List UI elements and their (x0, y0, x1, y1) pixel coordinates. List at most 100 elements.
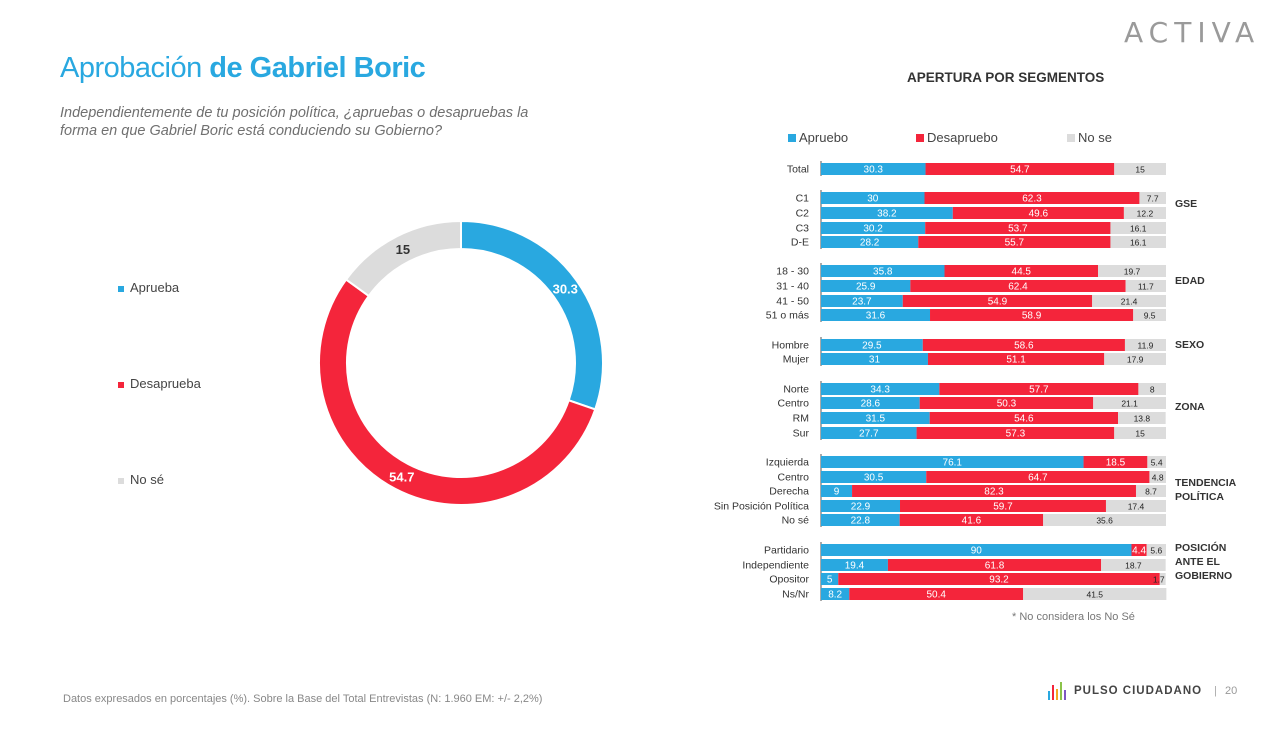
bar-value-label: 17.4 (1128, 502, 1145, 512)
bar-segment-desaprueba (1131, 544, 1147, 556)
row-label: Norte (783, 384, 809, 396)
survey-question: Independientemente de tu posición políti… (60, 105, 529, 139)
legend-label-apruebo: Apruebo (799, 130, 849, 145)
bar-segment-aprueba (821, 383, 940, 395)
activa-logo: ACTIVA (1124, 16, 1261, 49)
row-label: Total (787, 164, 809, 176)
bar-value-label: 15 (1135, 429, 1145, 439)
bar-segment-nose (1110, 222, 1166, 234)
group-label: POSICIÓN (1175, 541, 1226, 554)
bar-segment-aprueba (821, 295, 903, 307)
bar-value-label: 57.7 (1029, 385, 1049, 396)
bar-value-label: 38.2 (877, 209, 897, 220)
group-label: SEXO (1175, 339, 1204, 351)
bar-segment-aprueba (821, 485, 853, 497)
bar-value-label: 18.5 (1106, 458, 1126, 469)
bar-segment-aprueba (821, 163, 926, 175)
bar-value-label: 54.7 (1010, 165, 1030, 176)
bar-value-label: 35.6 (1096, 516, 1113, 526)
bar-segment-nose (1023, 588, 1167, 600)
bar-segment-desaprueba (1083, 456, 1148, 468)
bar-segment-nose (1092, 295, 1166, 307)
bar-segment-aprueba (821, 471, 927, 483)
row-label: RM (793, 413, 809, 425)
bar-value-label: 23.7 (852, 297, 872, 308)
row-label: Ns/Nr (782, 589, 809, 601)
bar-segment-aprueba (821, 573, 839, 585)
bar-value-label: 8 (1150, 385, 1155, 395)
bar-value-label: 18.7 (1125, 561, 1142, 571)
bar-value-label: 50.3 (997, 399, 1017, 410)
bar-value-label: 16.1 (1130, 238, 1147, 248)
bar-value-label: 22.8 (851, 516, 871, 527)
group-label: EDAD (1175, 275, 1205, 287)
bar-value-label: 44.5 (1012, 267, 1032, 278)
bar-segment-desaprueba (926, 471, 1150, 483)
approval-donut-chart: 30.3 54.7 15 (318, 219, 604, 506)
bar-value-label: 93.2 (989, 575, 1009, 586)
bar-value-label: 62.3 (1022, 194, 1042, 205)
footer-brand: PULSO CIUDADANO | 20 (1048, 682, 1237, 700)
legend-swatch-apruebo (788, 134, 796, 142)
bar-value-label: 31 (869, 355, 881, 366)
bar-segment-desaprueba (927, 353, 1105, 365)
bar-segment-aprueba (821, 544, 1132, 556)
bar-segment-desaprueba (918, 236, 1111, 248)
bar-segment-nose (1098, 265, 1166, 277)
bar-value-label: 41.5 (1086, 590, 1103, 600)
bar-segment-aprueba (821, 588, 850, 600)
bar-segment-desaprueba (952, 207, 1124, 219)
footer-note: Datos expresados en porcentajes (%). Sob… (63, 693, 543, 705)
bar-value-label: 31.5 (866, 414, 886, 425)
bar-value-label: 8.7 (1145, 487, 1157, 497)
legend-swatch-aprueba (118, 285, 124, 292)
group-label: GOBIERNO (1175, 570, 1232, 582)
legend-swatch-nose-bars (1067, 134, 1075, 142)
bar-segment-desaprueba (929, 412, 1119, 424)
bar-value-label: 13.8 (1134, 414, 1151, 424)
pulso-bars-icon (1048, 682, 1066, 700)
bar-segment-nose (1105, 500, 1166, 512)
bar-value-label: 11.9 (1138, 341, 1154, 351)
bar-segment-aprueba (821, 280, 911, 292)
bar-value-label: 53.7 (1008, 224, 1028, 235)
bar-value-label: 76.1 (943, 458, 963, 469)
bar-value-label: 31.6 (866, 311, 886, 322)
bar-segment-nose (1133, 309, 1166, 321)
bar-value-label: 15 (1135, 165, 1145, 175)
bar-segment-desaprueba (838, 573, 1160, 585)
bar-value-label: 16.1 (1130, 224, 1147, 234)
bar-segment-aprueba (821, 236, 919, 248)
bar-segment-aprueba (821, 265, 945, 277)
group-label: TENDENCIA (1175, 477, 1237, 489)
legend-label-desapruebo: Desapruebo (927, 130, 998, 145)
legend-label-nose: No sé (130, 472, 164, 487)
donut-label-aprueba: 30.3 (553, 282, 578, 297)
bar-value-label: 82.3 (984, 487, 1004, 498)
legend-swatch-desapruebo (916, 134, 924, 142)
bar-segment-desaprueba (849, 588, 1024, 600)
bar-value-label: 1.7 (1153, 575, 1165, 585)
bar-value-label: 57.3 (1006, 429, 1026, 440)
bar-value-label: 8.2 (828, 590, 842, 601)
row-label: Independiente (742, 560, 809, 572)
legend-item-desapruebo: Desapruebo (916, 130, 998, 145)
group-label: GSE (1175, 198, 1197, 210)
bar-value-label: 30.3 (864, 165, 884, 176)
bar-value-label: 5.6 (1150, 546, 1162, 556)
bar-segment-desaprueba (852, 485, 1136, 497)
bar-segment-aprueba (821, 309, 931, 321)
bar-value-label: 21.4 (1121, 297, 1138, 307)
footer-separator: | (1214, 685, 1217, 697)
legend-swatch-nose (118, 477, 124, 484)
bar-segment-nose (1125, 280, 1166, 292)
donut-slice-nose (344, 219, 462, 298)
bar-segment-aprueba (821, 559, 888, 571)
bar-segment-nose (1118, 412, 1166, 424)
bar-value-label: 30.5 (864, 473, 884, 484)
page-title: Aprobación de Gabriel Boric (60, 52, 426, 85)
row-label: Mujer (783, 354, 810, 366)
bar-value-label: 17.9 (1127, 355, 1144, 365)
bar-segment-desaprueba (924, 192, 1140, 204)
bar-segment-desaprueba (899, 514, 1044, 526)
